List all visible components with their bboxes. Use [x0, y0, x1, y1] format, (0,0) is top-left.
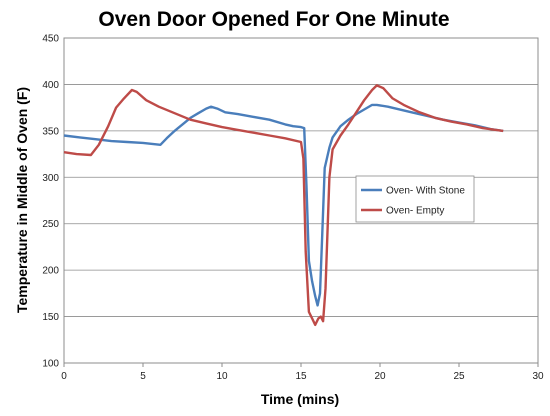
y-tick-label: 200 [42, 266, 59, 277]
x-tick-label: 0 [61, 371, 67, 382]
series-lines [63, 84, 504, 327]
y-tick-label: 400 [42, 80, 59, 91]
y-tick-label: 150 [42, 312, 59, 323]
y-tick-label: 450 [42, 34, 59, 45]
legend-label: Oven- Empty [386, 206, 444, 217]
chart-title: Oven Door Opened For One Minute [98, 8, 449, 31]
axes [63, 37, 539, 367]
y-tick-label: 300 [42, 173, 59, 184]
x-axis-title: Time (mins) [261, 391, 339, 407]
tick-labels: 100 150 200 250 300 350 400 450 0 5 10 15 20 25 30 [42, 34, 544, 383]
series-line-empty [63, 84, 504, 327]
x-tick-label: 5 [140, 371, 146, 382]
x-tick-label: 10 [216, 371, 228, 382]
y-tick-label: 350 [42, 126, 59, 137]
gridlines [64, 37, 538, 364]
y-axis-title: Temperature in Middle of Oven (F) [14, 87, 30, 313]
legend-box [355, 175, 475, 223]
x-tick-label: 15 [295, 371, 307, 382]
x-tick-label: 25 [453, 371, 465, 382]
legend-label: Oven- With Stone [386, 186, 465, 197]
x-tick-label: 20 [374, 371, 386, 382]
y-tick-label: 250 [42, 219, 59, 230]
y-tick-label: 100 [42, 359, 59, 370]
x-tick-label: 30 [532, 371, 544, 382]
legend: Oven- With Stone Oven- Empty [355, 175, 475, 223]
series-line-with-stone [63, 103, 504, 307]
